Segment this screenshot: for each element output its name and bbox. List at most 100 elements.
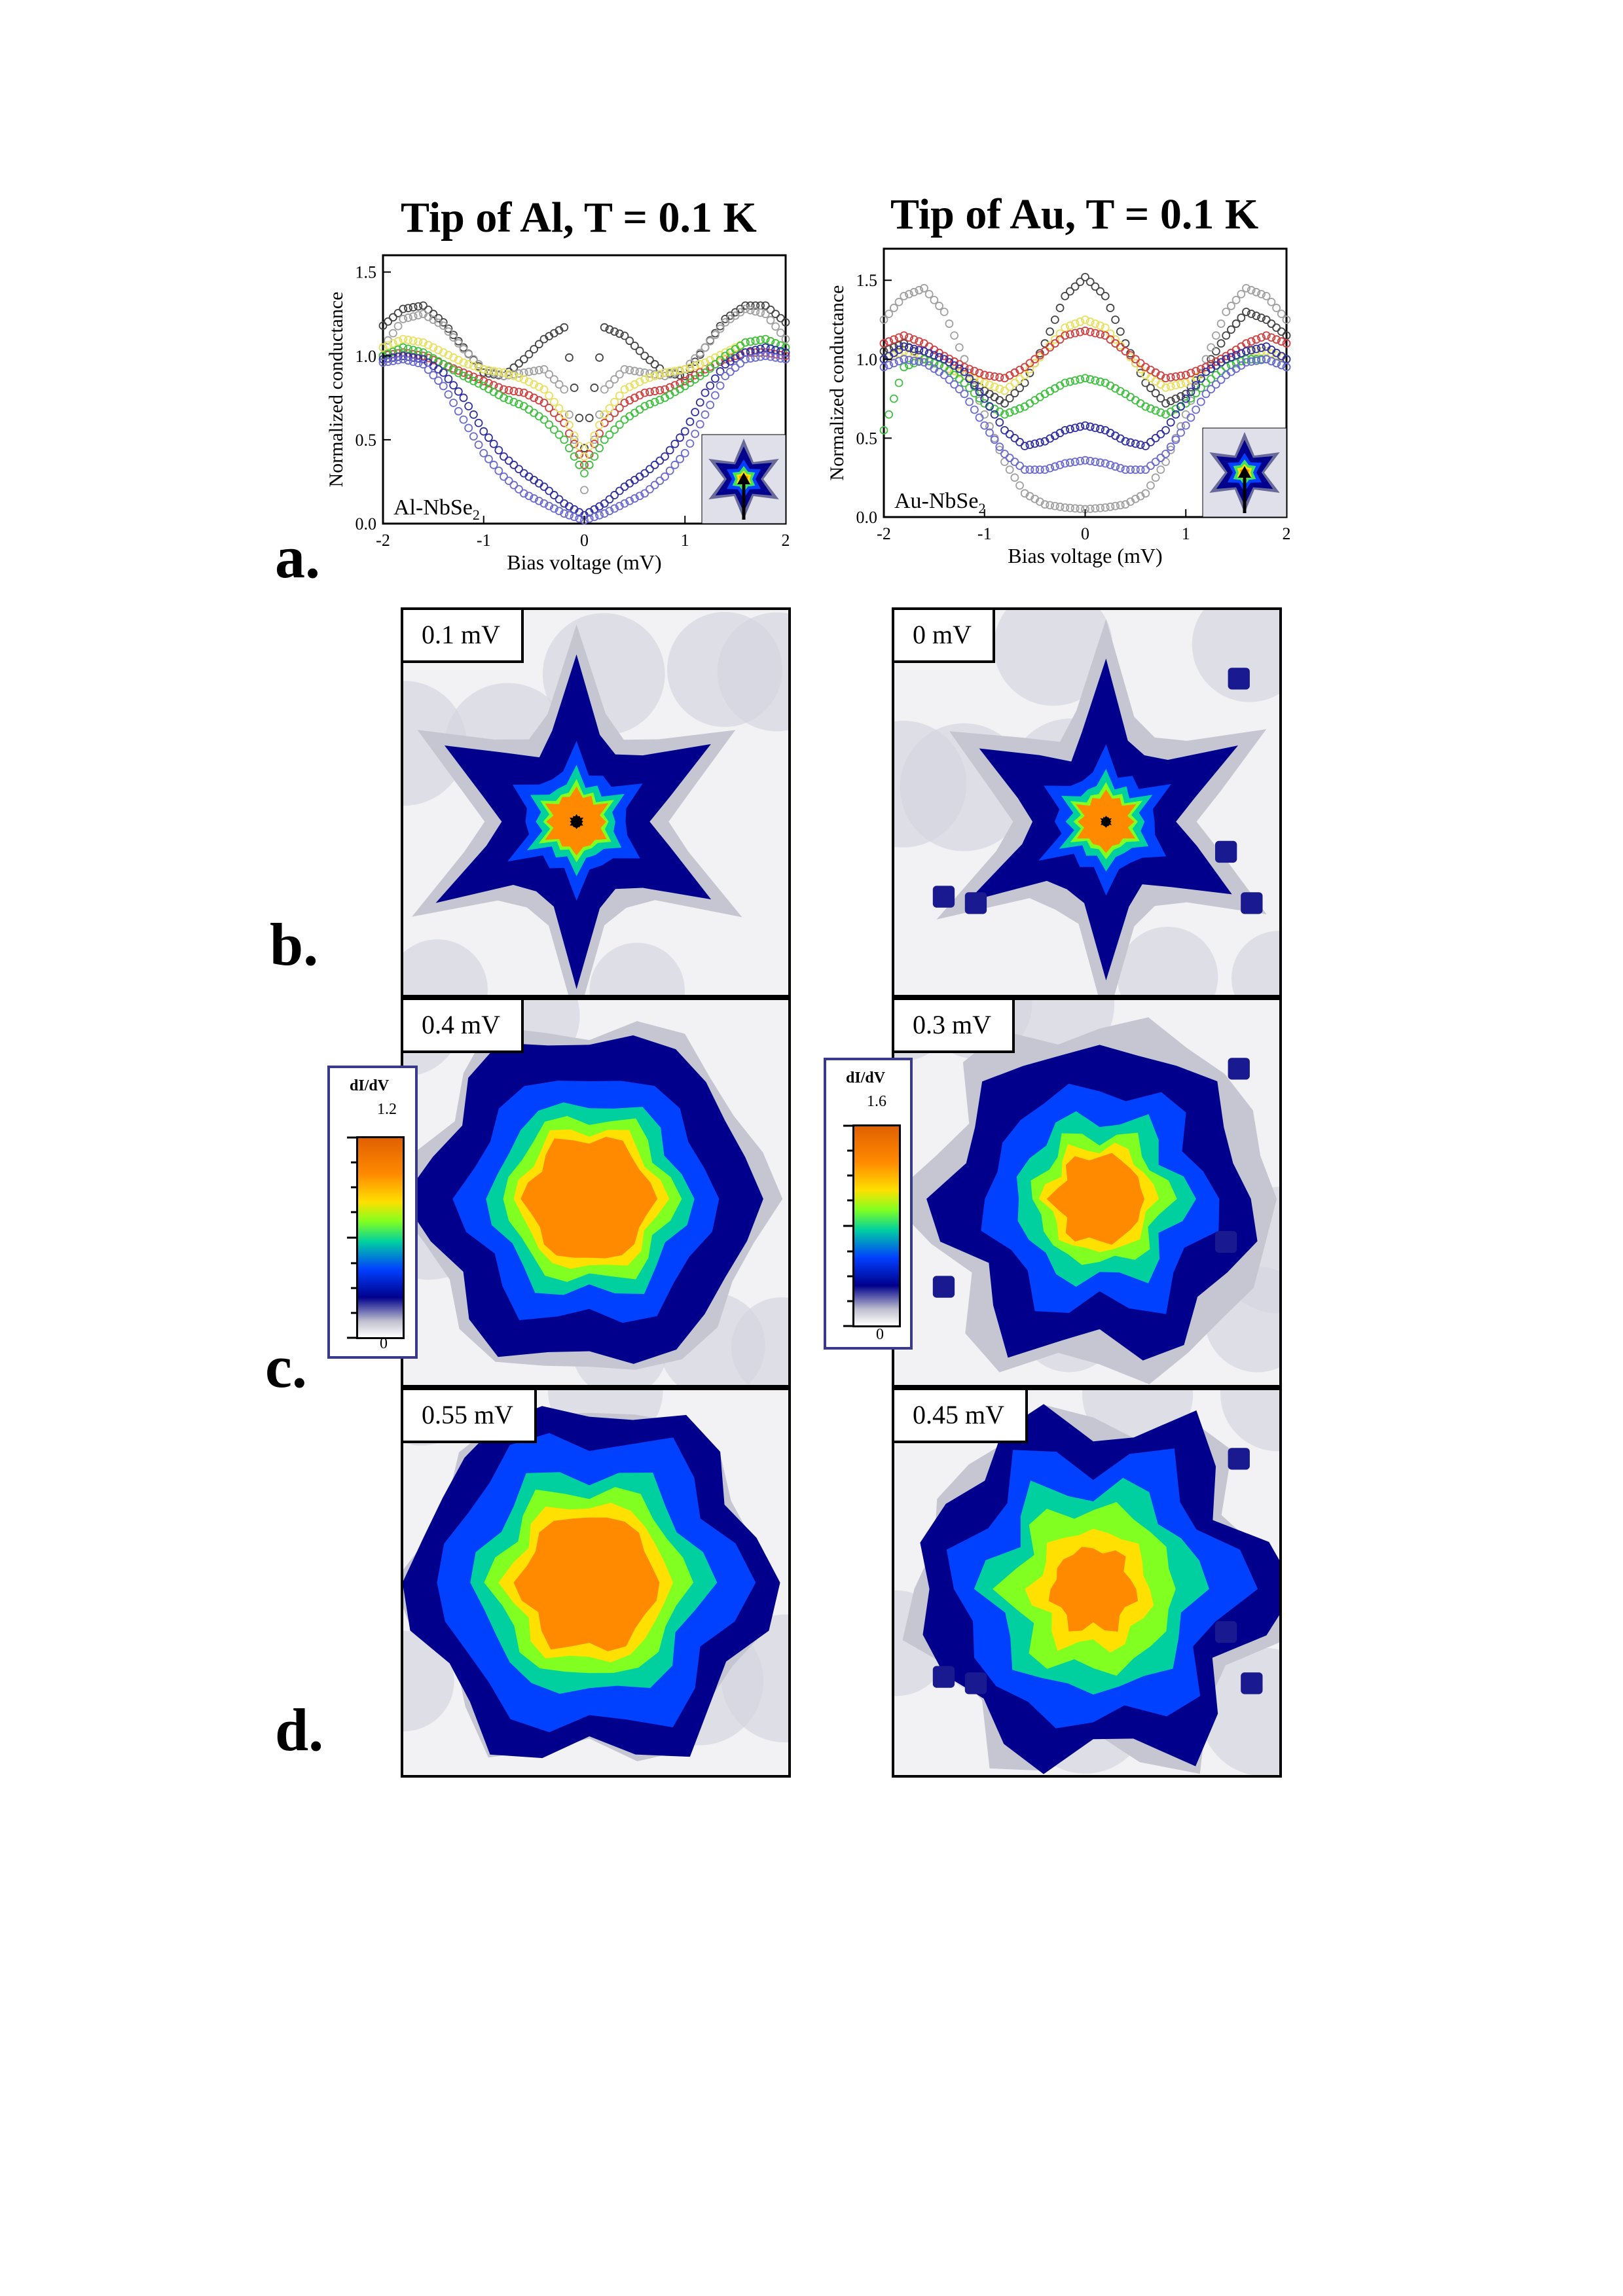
data-point [620,499,629,508]
data-point [1076,422,1085,431]
data-point [575,442,584,450]
data-point [1116,327,1125,336]
data-point [439,318,448,327]
data-point [469,376,478,386]
data-point [1146,438,1155,446]
data-point [1035,351,1044,360]
data-point [545,486,554,495]
data-point [1070,457,1080,466]
data-point [1076,327,1085,336]
data-point [474,440,483,449]
data-point [955,385,964,394]
data-point [530,393,539,403]
data-point [388,339,397,348]
data-point [1242,308,1250,316]
data-point [1186,368,1195,378]
defect-marker [1228,668,1250,690]
data-point [1116,501,1125,510]
data-point [524,367,534,376]
data-point [1101,503,1110,512]
data-point [570,435,579,444]
data-point [1222,331,1231,340]
data-point [1257,333,1266,342]
data-point [1161,450,1170,458]
data-point [1000,457,1009,466]
data-point [539,415,549,424]
data-point [1000,386,1009,395]
data-point [955,368,964,378]
data-point [1076,504,1085,513]
defect-marker [1215,840,1237,863]
data-point [665,367,674,376]
data-point [1151,389,1160,398]
data-point [726,367,735,376]
data-point [560,410,569,419]
data-point [781,351,790,361]
data-point [404,314,412,322]
data-point [691,429,700,439]
data-point [449,381,458,389]
data-point [665,466,674,475]
data-point [701,388,710,397]
data-point [474,363,483,372]
data-point [1252,356,1261,365]
data-point [1101,331,1110,340]
y-axis-label: Normalized conductance [325,291,347,487]
data-point [464,423,473,433]
data-point [605,380,614,389]
data-point [1176,402,1185,411]
data-point [1035,465,1044,475]
data-point [515,485,523,493]
data-point [909,335,919,344]
data-point [539,385,549,394]
data-point [1126,351,1135,360]
data-point [884,410,894,419]
data-point [414,359,423,368]
data-point [1156,465,1165,475]
panel-letter-d: d. [275,1696,324,1763]
data-point [1106,502,1115,511]
data-point [1207,355,1216,364]
defect-marker [964,1672,987,1695]
data-point [1181,370,1190,380]
sample-annotation: Al-NbSe2 [393,495,480,523]
data-point [419,301,428,310]
data-point [630,341,639,350]
data-point [920,347,928,356]
data-point [710,374,720,383]
colorbar-min: 0 [380,1335,388,1352]
data-point [545,403,554,412]
data-point [565,511,574,520]
data-point [1237,289,1246,298]
data-point [539,499,549,508]
data-point [676,366,684,374]
data-point [1146,404,1155,413]
data-point [1030,439,1040,448]
data-point [665,446,674,455]
data-point [1091,282,1100,291]
data-point [900,331,909,340]
x-axis-label: Bias voltage (mV) [1008,544,1162,567]
data-point [409,312,418,321]
data-point [570,512,579,522]
data-point [555,430,564,439]
data-point [630,367,639,376]
data-point [384,317,393,326]
data-point [625,396,634,405]
data-point [530,380,539,389]
data-point [1161,457,1170,466]
data-point [1211,380,1220,389]
data-point [900,355,909,364]
data-point [1091,376,1100,385]
data-point [555,507,564,516]
data-point [479,365,488,374]
data-point [1050,339,1059,348]
defect-marker [932,1276,955,1298]
data-point [685,359,695,368]
data-point [1061,323,1070,332]
colorbar-gradient [356,1136,405,1339]
data-point [889,359,898,368]
data-point [484,369,493,378]
data-point [771,310,780,319]
data-point [434,314,443,323]
